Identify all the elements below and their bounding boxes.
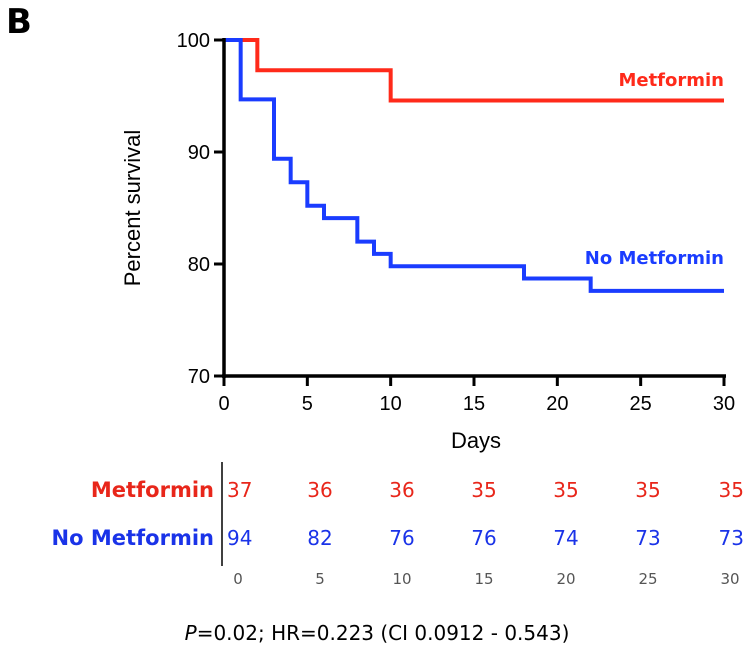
risk-time-label: 25 [638, 570, 657, 588]
risk-value: 36 [307, 478, 332, 502]
stats-text: =0.02; HR=0.223 (CI 0.0912 - 0.543) [197, 621, 570, 645]
series-label-metformin: Metformin [618, 70, 724, 91]
x-tick-label: 0 [218, 393, 229, 415]
risk-value: 73 [719, 526, 744, 550]
y-tick-label: 80 [188, 254, 210, 276]
panel-label: B [6, 2, 32, 42]
risk-time-label: 10 [392, 570, 411, 588]
risk-row-name: No Metformin [52, 526, 214, 550]
risk-value: 37 [227, 478, 252, 502]
risk-value: 74 [553, 526, 578, 550]
x-tick-label: 30 [713, 393, 735, 415]
risk-value: 35 [553, 478, 578, 502]
risk-table: Metformin 37 36 36 35 35 35 35 No Metformin 94 82 7… [52, 462, 744, 588]
risk-time-label: 5 [315, 570, 325, 588]
stats-summary: P=0.02; HR=0.223 (CI 0.0912 - 0.543) [185, 621, 570, 645]
risk-value: 82 [307, 526, 332, 550]
x-tick-label: 20 [546, 393, 568, 415]
y-tick-label: 100 [177, 30, 210, 52]
p-symbol: P [185, 621, 198, 645]
x-tick-label: 5 [302, 393, 313, 415]
x-tick-label: 25 [630, 393, 652, 415]
risk-value: 35 [635, 478, 660, 502]
risk-value: 36 [389, 478, 414, 502]
risk-time-label: 30 [720, 570, 739, 588]
risk-row-name: Metformin [91, 478, 214, 502]
risk-value: 35 [471, 478, 496, 502]
risk-value: 35 [719, 478, 744, 502]
risk-value: 73 [635, 526, 660, 550]
series-line-no-metformin [224, 38, 724, 293]
series-line-metformin [224, 38, 724, 103]
risk-time-label: 15 [474, 570, 493, 588]
risk-value: 76 [389, 526, 414, 550]
y-axis-label: Percent survival [120, 130, 145, 287]
risk-time-label: 20 [556, 570, 575, 588]
y-tick-label: 70 [188, 366, 210, 388]
x-tick-label: 15 [463, 393, 485, 415]
x-tick-label: 10 [380, 393, 402, 415]
risk-value: 76 [471, 526, 496, 550]
x-axis-label: Days [451, 428, 501, 453]
risk-value: 94 [227, 526, 252, 550]
risk-time-label: 0 [233, 570, 243, 588]
y-tick-label: 90 [188, 142, 210, 164]
survival-plot: 70 80 90 100 0 5 10 15 20 25 30 Days Percent surviva… [120, 30, 735, 453]
series-label-no-metformin: No Metformin [585, 248, 724, 269]
